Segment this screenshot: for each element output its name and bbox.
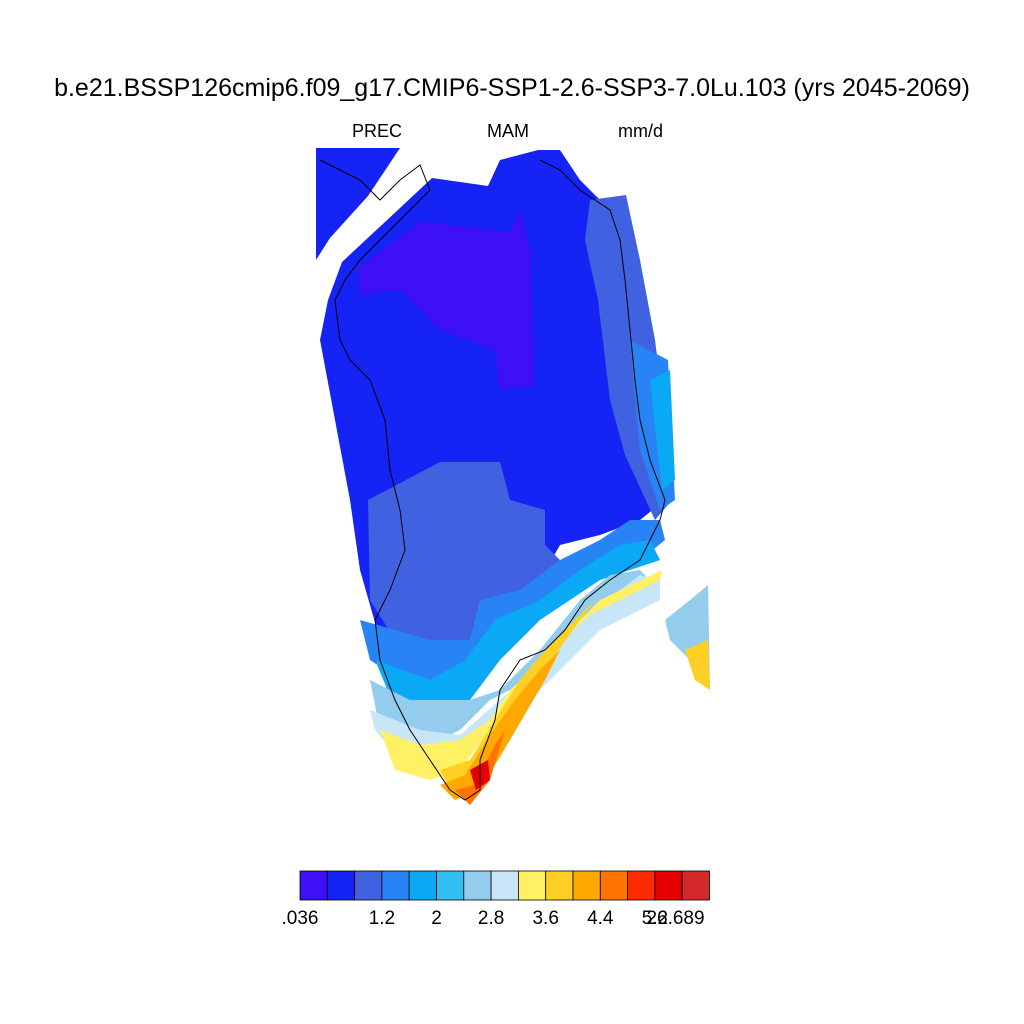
colorbar-swatch bbox=[299, 870, 328, 901]
map-region-northwest bbox=[316, 148, 400, 260]
map-region-south-band5 bbox=[370, 575, 660, 760]
colorbar-swatch bbox=[490, 870, 519, 901]
colorbar-tick-label: 1.2 bbox=[369, 908, 395, 929]
colorbar-tick-label: 2 bbox=[431, 908, 442, 929]
colorbar-swatch bbox=[654, 870, 683, 901]
colorbar-tick-label: 4.4 bbox=[587, 908, 614, 929]
season-label: MAM bbox=[487, 121, 529, 141]
colorbar-swatch bbox=[326, 870, 355, 901]
map-region-south-central bbox=[368, 462, 560, 680]
colorbar-tick-label: 3.6 bbox=[532, 908, 558, 929]
map-region-south-band3 bbox=[375, 540, 660, 720]
colorbar-swatch bbox=[381, 870, 410, 901]
plot-title: b.e21.BSSP126cmip6.f09_g17.CMIP6-SSP1-2.… bbox=[54, 74, 970, 102]
coastline bbox=[319, 159, 666, 801]
colorbar-swatch bbox=[681, 870, 710, 901]
colorbar-tick-label: 26.689 bbox=[646, 908, 704, 929]
map-region-tip-orange bbox=[440, 650, 560, 800]
colorbar-swatch bbox=[545, 870, 574, 901]
colorbar-swatch bbox=[599, 870, 628, 901]
colorbar-swatch bbox=[627, 870, 656, 901]
colorbar-swatch bbox=[436, 870, 465, 901]
colorbar-swatch bbox=[408, 870, 437, 901]
map-region-tip-yellow bbox=[380, 570, 662, 780]
map-region-tip-gold bbox=[440, 600, 595, 790]
colorbar-tick-label: .036 bbox=[282, 908, 319, 929]
colorbar-swatch bbox=[572, 870, 601, 901]
colorbar-swatch bbox=[354, 870, 383, 901]
colorbar-tick-label: 5.2 bbox=[642, 908, 668, 929]
map-region-driest bbox=[358, 210, 535, 390]
colorbar-swatch bbox=[518, 870, 547, 901]
variable-label: PREC bbox=[352, 121, 403, 141]
map-region-east-band3 bbox=[650, 370, 675, 490]
colorbar-tick-label: 2.8 bbox=[478, 908, 504, 929]
units-label: mm/d bbox=[618, 121, 663, 141]
colorbar-swatch bbox=[463, 870, 492, 901]
map-region-iceland-south bbox=[685, 640, 710, 690]
